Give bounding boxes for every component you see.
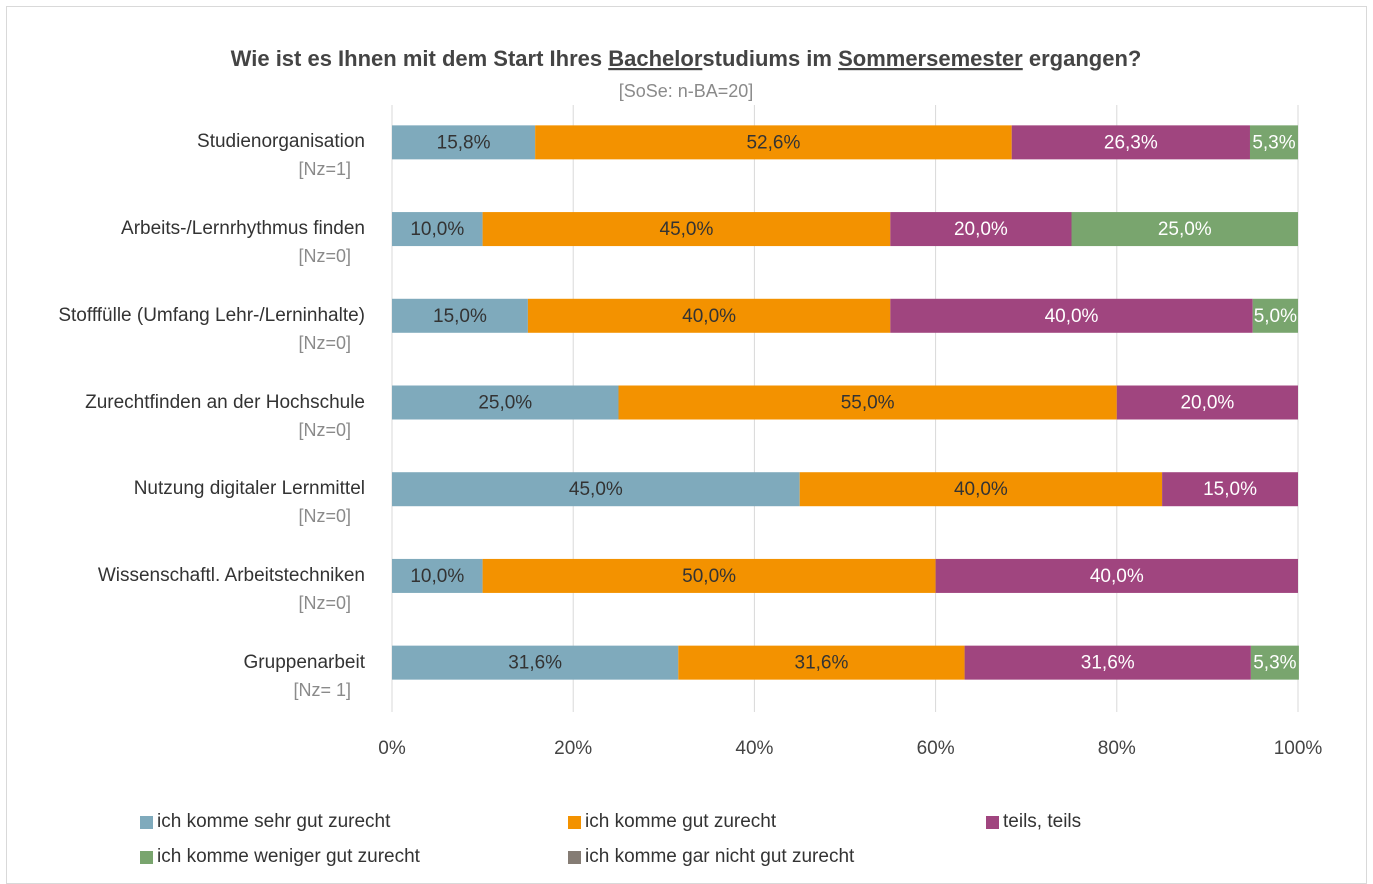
bar-segment [392, 558, 483, 593]
title-part: ergangen? [1023, 46, 1142, 71]
bar-segment [392, 385, 619, 420]
data-label: 5,0% [1254, 306, 1297, 327]
bar-segment [482, 558, 936, 593]
legend-swatch [986, 815, 999, 829]
data-label: 15,8% [437, 132, 491, 153]
x-tick-label: 100% [1274, 738, 1323, 759]
legend-label: ich komme gar nicht gut zurecht [585, 846, 855, 867]
data-label: 40,0% [954, 479, 1008, 500]
category-note: [Nz= 1] [293, 679, 351, 700]
data-label: 45,0% [660, 219, 714, 240]
category-note: [Nz=0] [298, 592, 351, 613]
bar-segment [1252, 298, 1298, 333]
legend-item: ich komme weniger gut zurecht [140, 846, 420, 868]
data-label: 20,0% [1180, 393, 1234, 414]
legend-swatch [140, 815, 153, 829]
data-label: 15,0% [433, 306, 487, 327]
category-label: Zurechtfinden an der Hochschule [85, 391, 365, 413]
data-label: 31,6% [795, 653, 849, 674]
data-label: 40,0% [1045, 306, 1099, 327]
data-label: 25,0% [1158, 219, 1212, 240]
legend-label: ich komme sehr gut zurecht [157, 811, 391, 832]
data-label: 10,0% [410, 219, 464, 240]
legend-item: ich komme gar nicht gut zurecht [568, 846, 854, 868]
data-label: 26,3% [1104, 132, 1158, 153]
bar-segment [535, 125, 1012, 160]
bar-segment [890, 212, 1072, 247]
data-label: 15,0% [1203, 479, 1257, 500]
data-label: 45,0% [569, 479, 623, 500]
bar-segment [1116, 385, 1298, 420]
category-note: [Nz=0] [298, 506, 351, 527]
legend-label: ich komme weniger gut zurecht [157, 846, 420, 867]
category-label: Gruppenarbeit [243, 651, 365, 673]
bar-segment [527, 298, 891, 333]
data-label: 40,0% [1090, 566, 1144, 587]
category-label: Wissenschaftl. Arbeitstechniken [97, 564, 365, 586]
bar-segment [392, 298, 528, 333]
bar-segment [678, 645, 965, 680]
data-label: 55,0% [841, 393, 895, 414]
data-label: 52,6% [746, 132, 800, 153]
title-part: Bachelor [608, 46, 703, 71]
data-label: 31,6% [508, 653, 562, 674]
bar-segment [392, 472, 800, 507]
legend-label: ich komme gut zurecht [585, 811, 777, 832]
x-tick-label: 60% [917, 738, 955, 759]
bar-segment [618, 385, 1117, 420]
bar-segment [890, 298, 1253, 333]
data-label: 20,0% [954, 219, 1008, 240]
x-tick-label: 20% [554, 738, 592, 759]
bar-segment [482, 212, 891, 247]
chart-subtitle: [SoSe: n-BA=20] [619, 81, 754, 101]
bar-segment [1249, 125, 1298, 160]
legend-label: teils, teils [1003, 811, 1082, 832]
bar-segment [392, 212, 483, 247]
title-part: studiums im [702, 46, 838, 71]
category-note: [Nz=0] [298, 246, 351, 267]
bar-segment [392, 645, 679, 680]
legend-swatch [140, 850, 153, 864]
bar-segment [1011, 125, 1250, 160]
data-label: 5,3% [1252, 132, 1295, 153]
title-part: Sommersemester [838, 46, 1023, 71]
bar-segment [1071, 212, 1298, 247]
category-note: [Nz=0] [298, 419, 351, 440]
bar-segment [964, 645, 1251, 680]
chart-title: Wie ist es Ihnen mit dem Start Ihres Bac… [231, 46, 1142, 71]
title-part: Wie ist es Ihnen mit dem Start Ihres [231, 46, 609, 71]
legend-item: ich komme sehr gut zurecht [140, 811, 390, 833]
x-tick-label: 80% [1098, 738, 1136, 759]
x-tick-label: 0% [378, 738, 406, 759]
data-label: 25,0% [478, 393, 532, 414]
legend-swatch [568, 815, 581, 829]
bar-segment [1250, 645, 1299, 680]
bar-segment [799, 472, 1163, 507]
data-label: 10,0% [410, 566, 464, 587]
x-tick-label: 40% [735, 738, 773, 759]
category-note: [Nz=0] [298, 332, 351, 353]
legend-item: ich komme gut zurecht [568, 811, 776, 833]
data-label: 5,3% [1253, 653, 1296, 674]
category-label: Stofffülle (Umfang Lehr-/Lerninhalte) [58, 304, 365, 326]
category-label: Nutzung digitaler Lernmittel [133, 478, 365, 500]
data-label: 40,0% [682, 306, 736, 327]
bar-segment [392, 125, 536, 160]
legend-swatch [568, 850, 581, 864]
bar-segment [935, 558, 1298, 593]
data-label: 50,0% [682, 566, 736, 587]
category-note: [Nz=1] [298, 159, 351, 180]
category-label: Studienorganisation [197, 131, 365, 153]
category-label: Arbeits-/Lernrhythmus finden [121, 218, 365, 240]
legend-item: teils, teils [986, 811, 1081, 833]
bar-segment [1162, 472, 1298, 507]
data-label: 31,6% [1081, 653, 1135, 674]
